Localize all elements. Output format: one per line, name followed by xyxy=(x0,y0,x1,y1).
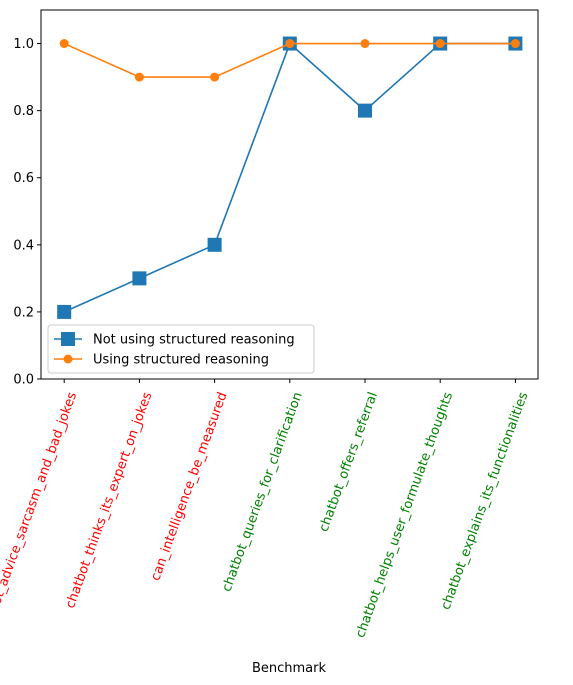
x-tick-label: chatbot_thinks_its_expert_on_jokes xyxy=(63,390,155,611)
legend-marker xyxy=(61,332,75,346)
y-tick-label: 0.8 xyxy=(13,104,34,119)
data-point xyxy=(361,39,370,48)
data-point xyxy=(57,305,71,319)
y-tick-label: 1.0 xyxy=(13,37,34,52)
x-tick-label: bot_advice_sarcasm_and_bad_jokes xyxy=(0,390,80,614)
legend: Not using structured reasoning Using stru… xyxy=(48,325,314,373)
y-tick-label: 0.2 xyxy=(13,305,34,320)
data-point xyxy=(285,39,294,48)
y-tick-label: 0.6 xyxy=(13,171,34,186)
data-point xyxy=(210,73,219,82)
plot-frame xyxy=(41,10,538,379)
x-axis-title: Benchmark xyxy=(252,661,327,676)
x-tick-label: chatbot_offers_referral xyxy=(316,390,381,534)
legend-label: Not using structured reasoning xyxy=(93,333,295,348)
y-tick-label: 0.4 xyxy=(13,238,34,253)
x-tick-label: can_intelligence_be_measured xyxy=(148,390,230,583)
data-point xyxy=(135,73,144,82)
series-line xyxy=(64,44,515,312)
y-tick-label: 0.0 xyxy=(13,373,34,388)
data-point xyxy=(208,238,222,252)
x-axis: bot_advice_sarcasm_and_bad_jokeschatbot_… xyxy=(0,379,531,640)
data-point xyxy=(132,271,146,285)
data-point xyxy=(436,39,445,48)
legend-label: Using structured reasoning xyxy=(93,353,269,368)
legend-marker xyxy=(64,355,73,364)
data-point xyxy=(511,39,520,48)
x-tick-label: chatbot_queries_for_clarification xyxy=(219,390,305,594)
data-point xyxy=(358,104,372,118)
y-axis: 0.0 0.2 0.4 0.6 0.8 1.0 xyxy=(13,37,41,387)
data-point xyxy=(60,39,69,48)
x-tick-label: chatbot_explains_its_functionalities xyxy=(439,390,532,612)
